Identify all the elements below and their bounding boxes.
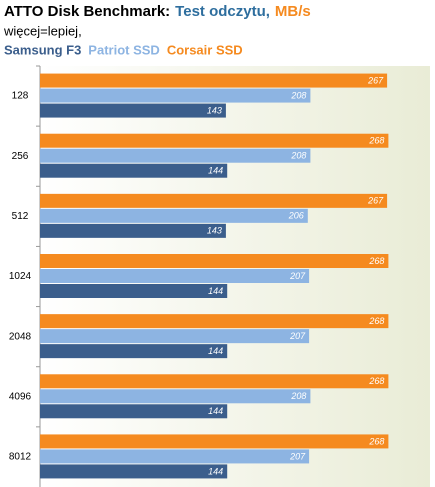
legend-entry: Samsung F3 <box>4 42 81 57</box>
value-label: 208 <box>290 391 306 401</box>
value-label: 207 <box>289 331 306 341</box>
y-tick-label: 2048 <box>9 331 32 342</box>
bar <box>40 254 389 268</box>
value-label: 143 <box>207 105 222 115</box>
y-tick-label: 1024 <box>9 271 32 282</box>
bar <box>40 163 228 178</box>
y-tick-label: 512 <box>12 211 29 222</box>
value-label: 144 <box>208 286 223 296</box>
title-part: MB/s <box>275 3 311 20</box>
value-label: 267 <box>367 75 384 85</box>
bar <box>40 148 311 163</box>
bar <box>40 269 310 283</box>
bar <box>40 193 388 208</box>
value-label: 207 <box>289 271 306 281</box>
value-label: 268 <box>368 136 384 146</box>
bar <box>40 88 311 103</box>
y-tick-label: 128 <box>12 91 29 102</box>
value-label: 267 <box>367 196 384 206</box>
value-label: 268 <box>368 436 384 446</box>
bar <box>40 329 310 344</box>
bar <box>40 344 228 359</box>
value-label: 206 <box>288 211 304 221</box>
legend-entry: Patriot SSD <box>88 42 160 57</box>
value-label: 207 <box>289 451 306 461</box>
value-label: 268 <box>368 316 384 326</box>
bar <box>40 208 308 223</box>
value-label: 208 <box>290 151 306 161</box>
bar <box>40 223 226 238</box>
value-label: 144 <box>208 466 223 476</box>
bar <box>40 133 389 148</box>
y-tick-label: 8012 <box>9 452 32 463</box>
y-tick-label: 4096 <box>9 391 32 402</box>
value-label: 144 <box>208 346 223 356</box>
title-part: Test odczytu, <box>175 3 270 20</box>
value-label: 268 <box>368 376 384 386</box>
bar <box>40 103 226 118</box>
value-label: 143 <box>207 226 222 236</box>
value-label: 144 <box>208 166 223 176</box>
bar <box>40 449 310 464</box>
title: ATTO Disk Benchmark: Test odczytu, MB/s <box>4 3 311 20</box>
bar <box>40 389 311 404</box>
bar <box>40 374 389 389</box>
bar <box>40 314 389 329</box>
bar <box>40 284 228 298</box>
value-label: 268 <box>368 256 384 266</box>
value-label: 208 <box>290 90 306 100</box>
subtitle: więcej=lepiej, <box>3 23 82 38</box>
legend: Samsung F3 Patriot SSD Corsair SSD <box>4 42 243 57</box>
y-tick-label: 256 <box>12 151 29 162</box>
bar <box>40 404 228 419</box>
title-part: ATTO Disk Benchmark: <box>4 3 170 20</box>
legend-entry: Corsair SSD <box>167 42 243 57</box>
bar <box>40 73 388 88</box>
bar <box>40 434 389 449</box>
value-label: 144 <box>208 406 223 416</box>
bar <box>40 464 228 479</box>
